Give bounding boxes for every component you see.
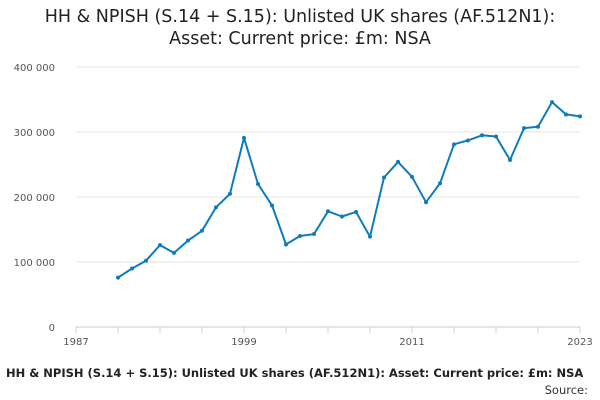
data-point — [144, 258, 148, 263]
data-point — [466, 138, 470, 143]
data-point — [410, 174, 414, 179]
data-point — [284, 242, 288, 247]
data-point — [550, 100, 554, 105]
data-point — [508, 157, 512, 162]
plot-area — [116, 100, 582, 280]
data-point — [270, 203, 274, 208]
data-point — [326, 209, 330, 214]
data-point — [214, 205, 218, 210]
data-point — [452, 142, 456, 147]
footer-source: Source: — [544, 383, 588, 397]
data-point — [494, 134, 498, 139]
series-line — [117, 101, 581, 279]
data-point — [256, 182, 260, 186]
data-point — [312, 232, 316, 237]
chart-title: HH & NPISH (S.14 + S.15): Unlisted UK sh… — [0, 6, 600, 50]
data-point — [228, 191, 232, 196]
data-point — [186, 238, 190, 243]
x-tick-label: 2011 — [399, 337, 424, 348]
data-point — [396, 159, 400, 164]
data-point — [242, 135, 246, 140]
y-axis: 0 100 000 200 000 300 000 400 000 — [14, 63, 55, 334]
data-point — [368, 234, 372, 239]
data-point — [522, 126, 526, 131]
x-tick-label: 1987 — [63, 337, 88, 348]
data-point — [340, 214, 344, 219]
data-point — [158, 243, 162, 248]
y-tick-label: 100 000 — [14, 258, 55, 269]
data-point — [564, 112, 568, 117]
y-tick-label: 200 000 — [14, 193, 55, 204]
footer-title: HH & NPISH (S.14 + S.15): Unlisted UK sh… — [6, 366, 584, 380]
data-point — [130, 266, 134, 271]
x-tick-label: 1999 — [231, 337, 256, 348]
chart-title-line-1: HH & NPISH (S.14 + S.15): Unlisted UK sh… — [44, 7, 556, 27]
y-tick-label: 300 000 — [14, 128, 55, 139]
data-point — [578, 114, 582, 119]
data-point — [200, 228, 204, 233]
data-point — [172, 250, 176, 255]
data-point — [298, 234, 302, 238]
data-point — [438, 181, 442, 186]
data-point — [480, 133, 484, 138]
data-point — [536, 124, 540, 129]
x-tick-label: 2023 — [567, 337, 592, 348]
data-point — [116, 275, 120, 280]
y-tick-label: 400 000 — [14, 63, 55, 74]
x-axis: 1987 1999 2011 2023 — [63, 326, 593, 348]
grid-lines — [76, 66, 580, 263]
chart-title-line-2: Asset: Current price: £m: NSA — [169, 29, 431, 49]
y-tick-label: 0 — [49, 323, 55, 334]
data-point — [424, 200, 428, 205]
data-point — [382, 175, 386, 180]
data-point — [354, 209, 358, 214]
